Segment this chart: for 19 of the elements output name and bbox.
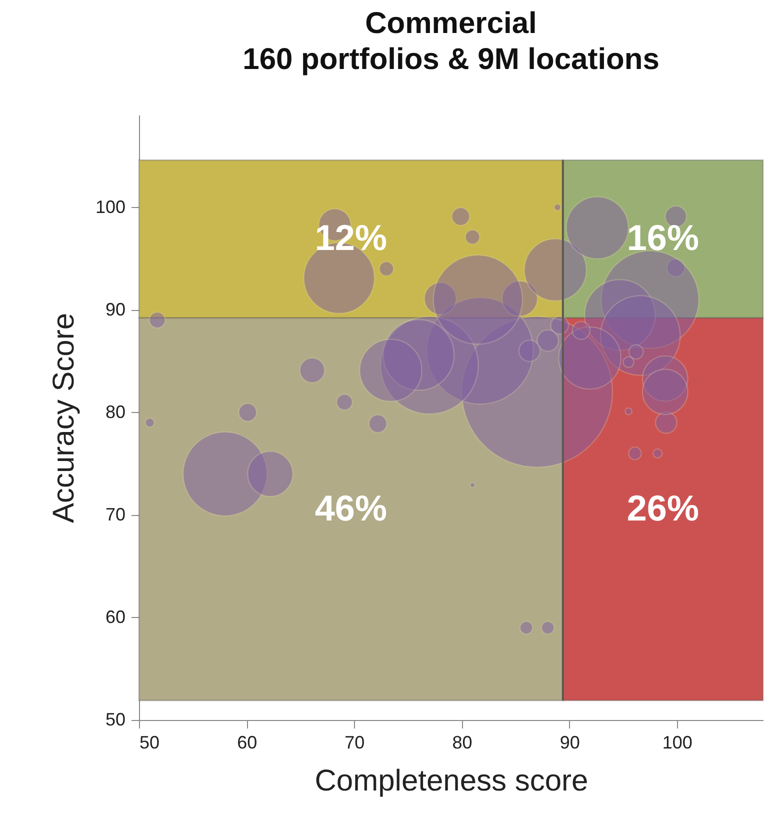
band-label: 12% xyxy=(314,217,387,258)
y-axis-title: Accuracy Score xyxy=(47,312,80,524)
y-tick-label: 80 xyxy=(105,402,126,422)
x-tick-label: 50 xyxy=(140,732,160,752)
y-tick-label: 70 xyxy=(105,504,126,524)
x-axis-title: Completeness score xyxy=(314,764,588,798)
x-tick-label: 60 xyxy=(237,732,258,752)
y-tick-label: 100 xyxy=(95,196,126,217)
y-tick-label: 90 xyxy=(105,299,126,320)
band-label: 46% xyxy=(314,487,387,528)
x-tick-label: 90 xyxy=(560,732,580,752)
y-tick-label: 50 xyxy=(105,710,126,730)
x-tick-label: 100 xyxy=(662,732,692,752)
band-label: 26% xyxy=(626,487,699,528)
band-label: 16% xyxy=(626,217,699,258)
chart-title: Commercial 160 portfolios & 9M locations xyxy=(242,7,660,76)
x-tick-label: 70 xyxy=(344,732,365,752)
y-tick-label: 60 xyxy=(105,606,126,627)
x-tick-label: 80 xyxy=(452,732,472,752)
